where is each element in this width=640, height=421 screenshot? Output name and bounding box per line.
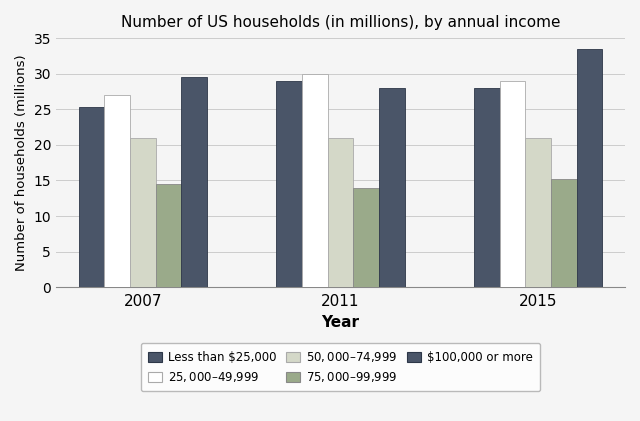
Bar: [302, 74, 328, 287]
Bar: [551, 179, 577, 287]
Bar: [79, 107, 104, 287]
Title: Number of US households (in millions), by annual income: Number of US households (in millions), b…: [121, 15, 560, 30]
Y-axis label: Number of households (millions): Number of households (millions): [15, 54, 28, 271]
Legend: Less than $25,000, $25,000–$49,999, $50,000–$74,999, $75,000–$99,999, $100,000 o: Less than $25,000, $25,000–$49,999, $50,…: [141, 343, 540, 391]
Bar: [156, 184, 182, 287]
Bar: [276, 81, 302, 287]
Bar: [130, 138, 156, 287]
Bar: [353, 188, 379, 287]
X-axis label: Year: Year: [321, 314, 360, 330]
Bar: [379, 88, 404, 287]
Bar: [328, 138, 353, 287]
Bar: [104, 95, 130, 287]
Bar: [577, 49, 602, 287]
Bar: [474, 88, 500, 287]
Bar: [182, 77, 207, 287]
Bar: [500, 81, 525, 287]
Bar: [525, 138, 551, 287]
